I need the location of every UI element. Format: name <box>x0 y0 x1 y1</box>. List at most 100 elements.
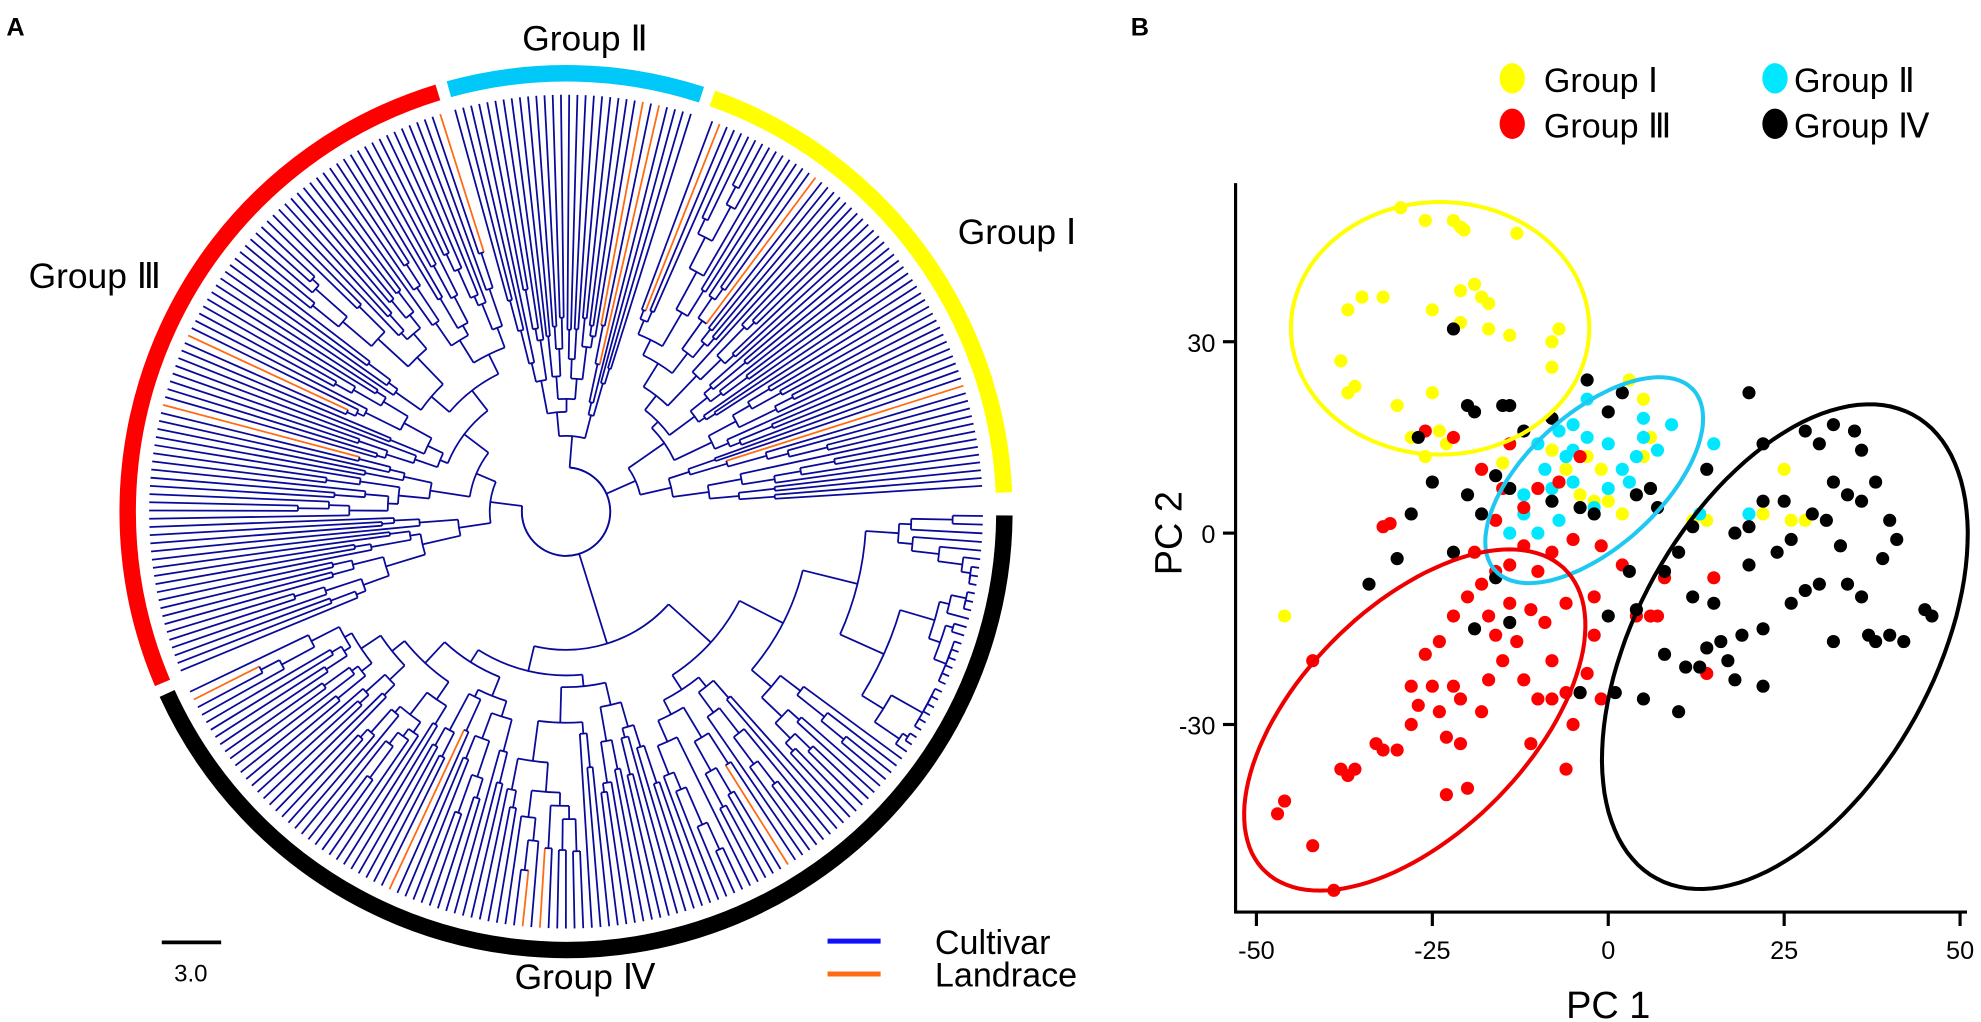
tree-branch <box>709 392 722 403</box>
data-point-group-1 <box>1594 462 1608 476</box>
tree-branch <box>488 288 504 327</box>
tree-branch <box>667 478 674 498</box>
tree-branch <box>926 703 935 709</box>
tree-branch <box>946 612 970 620</box>
tree-branch <box>714 442 729 450</box>
tree-branch <box>755 218 864 325</box>
tree-branch <box>382 522 395 525</box>
data-point-group-4 <box>1404 507 1418 521</box>
tree-branch <box>154 543 355 577</box>
data-point-group-3 <box>1545 692 1559 706</box>
tree-branch <box>478 251 485 255</box>
data-point-group-3 <box>1587 628 1601 642</box>
tree-branch <box>294 586 325 598</box>
tree-branch <box>672 491 710 498</box>
tree-branch <box>345 409 349 415</box>
data-point-group-2 <box>1580 430 1594 444</box>
tree-branch <box>300 714 400 835</box>
data-point-group-2 <box>1552 424 1566 438</box>
tree-branch <box>644 123 721 312</box>
tree-branch <box>693 741 712 772</box>
tree-branch <box>169 598 296 641</box>
tree-branch <box>590 336 594 348</box>
data-point-group-2 <box>1503 526 1517 540</box>
tree-branch <box>600 739 612 743</box>
data-point-group-4 <box>1573 686 1587 700</box>
data-point-group-3 <box>1510 634 1524 649</box>
tree-branch <box>725 761 732 767</box>
tree-branch <box>668 603 712 643</box>
data-point-group-1 <box>1467 277 1482 291</box>
tree-branch <box>934 687 943 693</box>
data-point-group-3 <box>1707 571 1721 585</box>
tree-branch <box>789 446 828 458</box>
tree-branch <box>354 591 359 598</box>
tree-branch <box>149 484 335 499</box>
tree-branch <box>839 530 867 635</box>
tree-branch <box>928 637 941 644</box>
tree-branch <box>359 694 370 704</box>
tree-branch <box>390 300 407 319</box>
tree-branch <box>747 401 753 410</box>
data-point-group-3 <box>1524 737 1538 751</box>
tree-branch <box>556 412 560 437</box>
tree-branch <box>649 309 655 314</box>
tree-branch <box>731 139 757 186</box>
tree-branch <box>307 634 316 648</box>
tree-branch <box>967 591 975 595</box>
data-point-group-4 <box>1728 673 1742 687</box>
data-point-group-4 <box>1847 424 1862 438</box>
tree-branch <box>698 679 715 694</box>
tree-branch <box>445 798 481 912</box>
tree-branch <box>725 384 964 462</box>
data-point-group-4 <box>1721 654 1735 668</box>
tree-branch <box>607 111 684 369</box>
tree-branch <box>389 530 410 535</box>
tree-branch <box>912 536 982 543</box>
data-point-group-4 <box>1798 583 1812 598</box>
tree-branch <box>150 476 335 494</box>
tree-branch <box>737 143 764 189</box>
tree-branch <box>403 475 432 484</box>
tree-branch <box>151 531 390 561</box>
tree-branch <box>344 632 353 638</box>
tree-branch <box>491 676 501 697</box>
tree-branch <box>473 295 480 306</box>
tree-branch <box>369 745 394 779</box>
tree-branch <box>331 645 342 653</box>
data-point-group-2 <box>1531 526 1545 540</box>
tree-branch <box>502 99 540 329</box>
tree-branch <box>535 95 554 327</box>
tree-branch <box>206 298 356 388</box>
tree-branch <box>779 305 930 392</box>
tree-branch <box>789 752 851 818</box>
data-point-group-2 <box>1636 411 1650 425</box>
tree-branch <box>930 695 939 701</box>
tree-branch <box>592 99 628 327</box>
tree-branch <box>524 289 534 330</box>
tree-branch <box>422 534 461 546</box>
tree-branch <box>600 792 619 926</box>
tree-branch <box>239 251 312 309</box>
legend-label-group-3: Group Ⅲ <box>1544 108 1672 146</box>
data-point-group-4 <box>1601 609 1615 623</box>
tree-branch <box>761 675 782 699</box>
tree-branch <box>473 689 480 698</box>
data-point-group-4 <box>1714 634 1728 649</box>
tree-branch <box>397 487 401 504</box>
tree-branch <box>606 791 628 925</box>
tree-branch <box>527 645 536 672</box>
x-tick-label: -50 <box>1238 937 1275 965</box>
tree-branch <box>711 186 829 332</box>
tree-branch <box>360 480 400 489</box>
tree-branch <box>714 288 724 301</box>
tree-branch <box>636 744 645 749</box>
tree-branch <box>745 259 900 377</box>
tree-branch <box>687 458 716 470</box>
tree-branch <box>468 692 481 701</box>
data-point-group-3 <box>1475 705 1489 719</box>
tree-branch <box>774 461 981 488</box>
tree-branch <box>607 367 612 370</box>
tree-branch <box>658 781 703 906</box>
